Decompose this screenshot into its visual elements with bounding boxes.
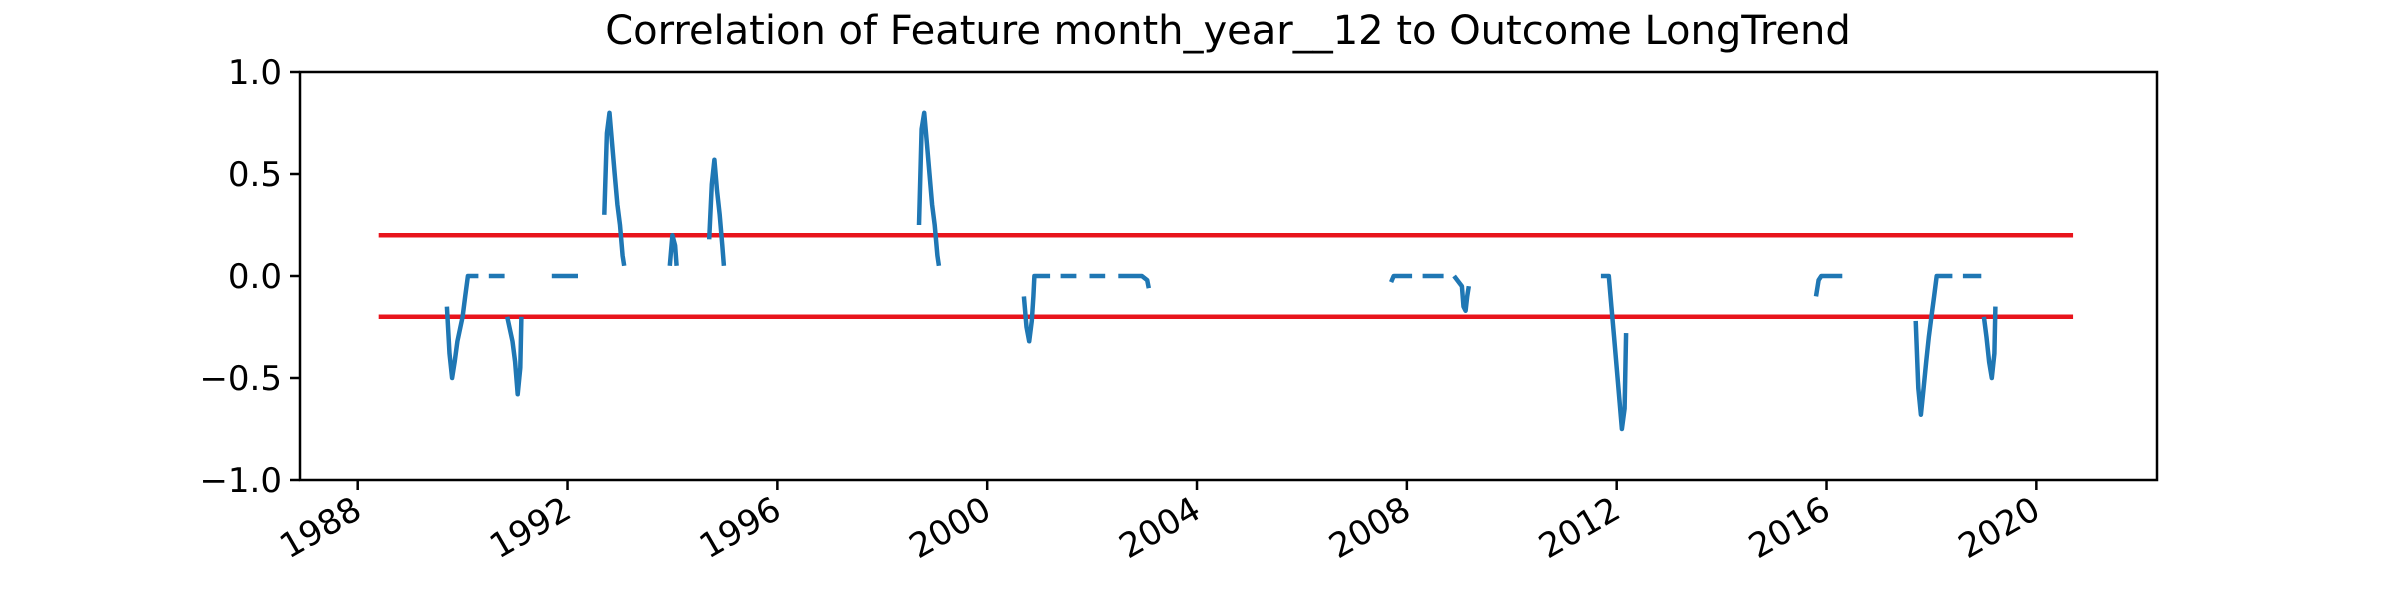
correlation-segment (1021, 273, 1051, 344)
correlation-segment (1389, 273, 1413, 283)
correlation-segment (1981, 306, 1998, 381)
x-tick-label: 1988 (273, 489, 368, 567)
chart-title: Correlation of Feature month_year__12 to… (605, 8, 1851, 54)
correlation-segment (1913, 273, 1953, 417)
correlation-segment (602, 110, 627, 267)
correlation-segment (1118, 273, 1152, 289)
correlation-segment (706, 157, 727, 266)
y-tick-label: 1.0 (228, 53, 282, 93)
y-tick-label: −0.5 (199, 359, 282, 399)
correlation-segment (505, 316, 524, 397)
correlation-segment (916, 110, 942, 267)
axes-frame (298, 70, 2159, 482)
x-tick-label: 1996 (693, 489, 788, 567)
x-tick-label: 2004 (1113, 489, 1208, 567)
correlation-segment (1600, 273, 1629, 432)
x-tick-label: 2008 (1322, 489, 1417, 567)
x-tick-label: 2016 (1742, 489, 1837, 567)
correlation-segment (1813, 273, 1843, 297)
x-tick-label: 1992 (483, 489, 578, 567)
correlation-segment (667, 232, 679, 266)
x-tick-label: 2020 (1952, 489, 2047, 567)
y-tick-label: 0.5 (228, 155, 282, 195)
correlation-segment (444, 273, 479, 381)
x-tick-label: 2012 (1532, 489, 1627, 567)
x-tick-label: 2000 (903, 489, 998, 567)
y-tick-label: −1.0 (199, 461, 282, 501)
plot-area (378, 110, 2074, 432)
correlation-segment (1452, 274, 1472, 313)
y-tick-label: 0.0 (228, 257, 282, 297)
